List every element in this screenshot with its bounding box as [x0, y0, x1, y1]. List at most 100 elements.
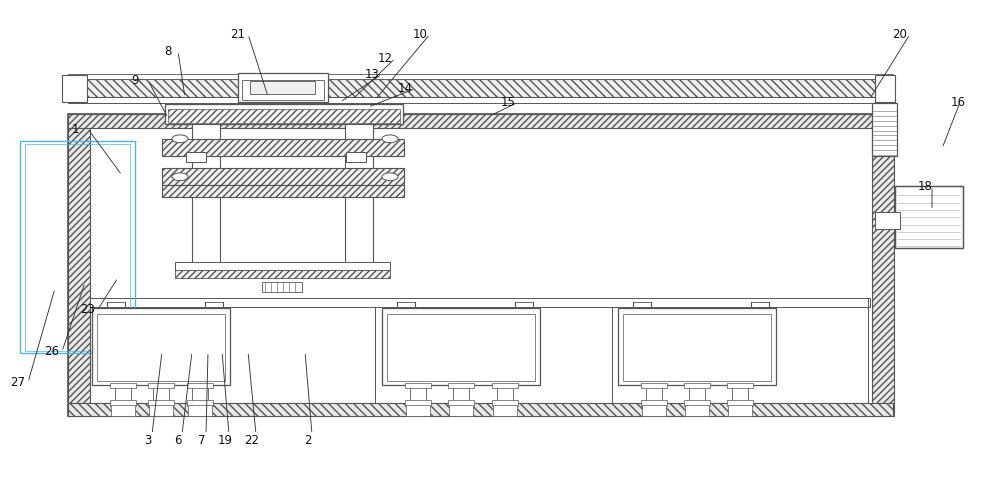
Bar	[175, 262, 390, 270]
Bar	[872, 103, 897, 156]
Bar	[410, 384, 426, 401]
Bar	[188, 405, 212, 416]
Bar	[20, 141, 135, 353]
Bar	[62, 75, 87, 102]
Bar	[404, 383, 430, 388]
Text: 27: 27	[10, 376, 26, 389]
Bar	[684, 400, 710, 406]
Text: 9: 9	[131, 74, 139, 87]
Bar	[640, 383, 666, 388]
Text: 1: 1	[71, 123, 79, 135]
Circle shape	[172, 135, 188, 143]
Text: 6: 6	[174, 434, 182, 447]
Bar	[640, 400, 666, 406]
Bar	[68, 403, 893, 416]
Text: 18: 18	[918, 180, 932, 192]
Bar	[404, 400, 430, 406]
Circle shape	[172, 173, 188, 181]
Bar	[110, 405, 134, 416]
Bar	[148, 383, 174, 388]
Bar	[165, 104, 403, 124]
Text: 16: 16	[950, 96, 966, 109]
Bar	[492, 400, 518, 406]
Bar	[382, 308, 540, 385]
Bar	[493, 405, 517, 416]
Bar	[646, 384, 662, 401]
Bar	[25, 144, 130, 351]
Text: 21: 21	[230, 28, 246, 40]
Text: 19: 19	[218, 434, 232, 447]
Circle shape	[382, 135, 398, 143]
Bar	[727, 400, 754, 406]
Text: 12: 12	[378, 52, 392, 65]
Bar	[97, 314, 225, 381]
Bar	[727, 383, 754, 388]
Bar	[186, 383, 212, 388]
Bar	[872, 114, 894, 416]
Bar	[875, 75, 895, 102]
Bar	[449, 405, 473, 416]
Bar	[186, 400, 212, 406]
Bar	[68, 114, 893, 416]
Bar	[242, 80, 324, 100]
Bar	[110, 400, 136, 406]
Bar	[162, 168, 404, 185]
Bar	[895, 186, 963, 248]
Bar	[250, 81, 315, 94]
Text: 15: 15	[501, 96, 515, 109]
Bar	[895, 186, 963, 248]
Bar	[162, 185, 404, 197]
Bar	[162, 139, 404, 156]
Bar	[728, 405, 752, 416]
Bar	[623, 314, 771, 381]
Bar	[148, 400, 174, 406]
Bar	[448, 400, 474, 406]
Text: 10: 10	[413, 28, 427, 40]
Bar	[642, 405, 666, 416]
Bar	[387, 314, 535, 381]
Text: 3: 3	[144, 434, 152, 447]
Text: 20: 20	[893, 28, 907, 40]
Bar	[68, 79, 893, 97]
Text: 8: 8	[164, 45, 172, 57]
Bar	[114, 384, 130, 401]
Bar	[90, 298, 870, 307]
Bar	[618, 308, 776, 385]
Text: 2: 2	[304, 434, 312, 447]
Bar	[406, 405, 430, 416]
Bar	[168, 109, 400, 123]
Bar	[453, 384, 469, 401]
Text: 14: 14	[398, 82, 413, 95]
Bar	[689, 384, 705, 401]
Text: 23: 23	[81, 303, 95, 316]
Bar	[92, 308, 230, 385]
Bar	[345, 124, 373, 270]
Bar	[192, 384, 208, 401]
Bar	[192, 124, 220, 270]
Bar	[685, 405, 709, 416]
Bar	[262, 282, 302, 292]
Text: 22: 22	[244, 434, 260, 447]
Bar	[68, 97, 893, 103]
Bar	[732, 384, 748, 401]
Text: 26: 26	[44, 345, 60, 358]
Bar	[684, 383, 710, 388]
Bar	[175, 270, 390, 278]
Bar	[68, 74, 893, 79]
Bar	[153, 384, 169, 401]
Circle shape	[382, 173, 398, 181]
Bar	[110, 383, 136, 388]
Bar	[149, 405, 173, 416]
Text: 7: 7	[198, 434, 206, 447]
Text: 13: 13	[365, 68, 379, 80]
Bar	[448, 383, 474, 388]
Bar	[875, 212, 900, 229]
Bar	[68, 114, 90, 416]
Bar	[497, 384, 513, 401]
Bar	[346, 152, 366, 162]
Bar	[492, 383, 518, 388]
Bar	[238, 73, 328, 102]
Bar	[68, 114, 893, 128]
Bar	[872, 103, 897, 156]
Bar	[186, 152, 206, 162]
